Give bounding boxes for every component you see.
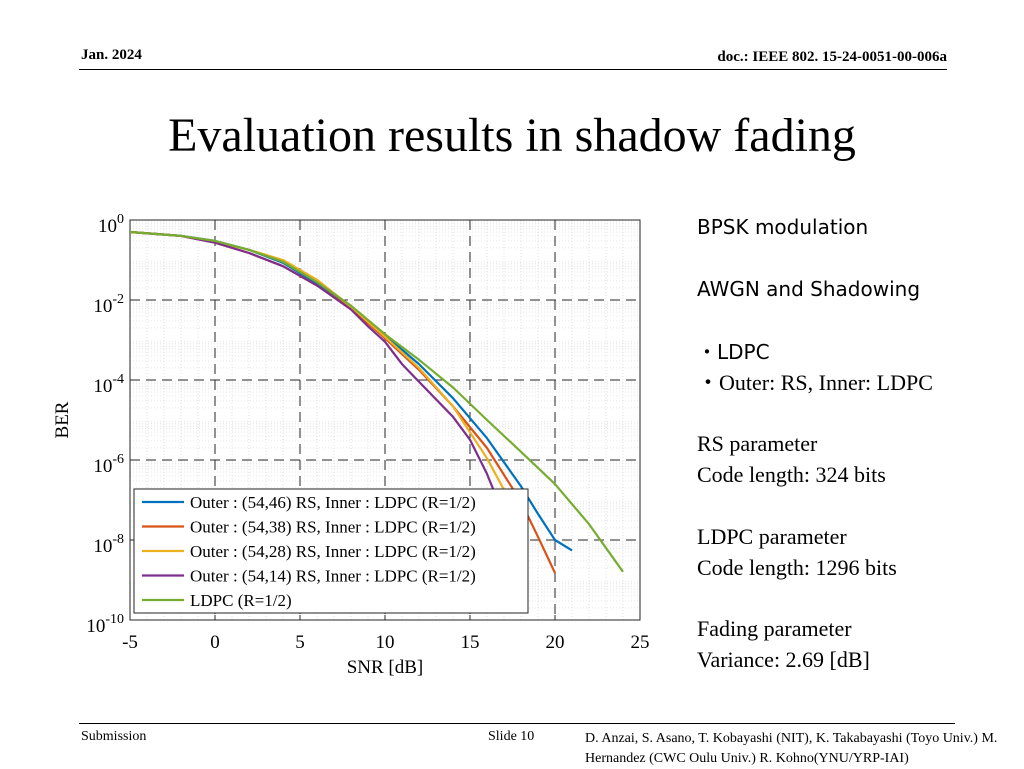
y-axis-label: BER xyxy=(52,401,73,438)
y-tick-label: 10-2 xyxy=(93,292,124,317)
modulation-text: BPSK modulation xyxy=(697,215,869,239)
y-tick-labels: 100 10-2 10-4 10-6 10-8 10-10 xyxy=(86,212,124,637)
axis-ticks xyxy=(129,219,641,621)
slide-title: Evaluation results in shadow fading xyxy=(168,109,856,162)
scheme-ldpc: ・LDPC xyxy=(697,340,770,364)
legend-label: LDPC (R=1/2) xyxy=(190,591,292,610)
rs-code-length: Code length: 324 bits xyxy=(697,462,886,487)
footer-submission: Submission xyxy=(81,729,147,744)
y-tick-label: 100 xyxy=(98,212,124,237)
fading-variance: Variance: 2.69 [dB] xyxy=(697,647,870,672)
y-tick-label: 10-4 xyxy=(93,372,124,397)
y-tick-label: 10-8 xyxy=(93,532,124,557)
fading-parameter-heading: Fading parameter xyxy=(697,616,852,641)
ldpc-parameter-heading: LDPC parameter xyxy=(697,524,847,549)
header-doc-id: doc.: IEEE 802. 15-24-0051-00-006a xyxy=(717,49,947,65)
series-lines xyxy=(130,230,624,574)
chart-legend: Outer : (54,46) RS, Inner : LDPC (R=1/2)… xyxy=(133,488,529,614)
series-line-4 xyxy=(130,230,506,517)
y-tick-label: 10-6 xyxy=(93,452,124,477)
x-tick-label: -5 xyxy=(122,632,138,653)
x-tick-label: 25 xyxy=(631,632,650,653)
x-tick-label: 5 xyxy=(295,632,305,653)
x-axis-label: SNR [dB] xyxy=(347,657,424,678)
series-line-5 xyxy=(130,230,624,573)
legend-label: Outer : (54,46) RS, Inner : LDPC (R=1/2) xyxy=(190,493,476,512)
legend-label: Outer : (54,38) RS, Inner : LDPC (R=1/2) xyxy=(190,518,476,537)
legend-label: Outer : (54,28) RS, Inner : LDPC (R=1/2) xyxy=(190,542,476,561)
footer-slide-number: Slide 10 xyxy=(488,729,535,744)
header-date: Jan. 2024 xyxy=(81,47,142,63)
rs-parameter-heading: RS parameter xyxy=(697,431,818,456)
x-tick-label: 10 xyxy=(376,632,395,653)
scheme-rs-ldpc: ・Outer: RS, Inner: LDPC xyxy=(697,370,933,395)
channel-text: AWGN and Shadowing xyxy=(697,277,921,301)
legend-box xyxy=(133,488,529,614)
x-tick-labels: -5 0 5 10 15 20 25 xyxy=(122,632,649,653)
ldpc-code-length: Code length: 1296 bits xyxy=(697,555,897,580)
y-tick-label: 10-10 xyxy=(86,612,124,637)
x-tick-label: 0 xyxy=(210,632,220,653)
header-rule xyxy=(79,69,947,70)
x-tick-label: 15 xyxy=(461,632,480,653)
legend-label: Outer : (54,14) RS, Inner : LDPC (R=1/2) xyxy=(190,567,476,586)
x-tick-label: 20 xyxy=(546,632,565,653)
footer-authors: D. Anzai, S. Asano, T. Kobayashi (NIT), … xyxy=(585,731,998,766)
footer-rule xyxy=(79,723,955,724)
